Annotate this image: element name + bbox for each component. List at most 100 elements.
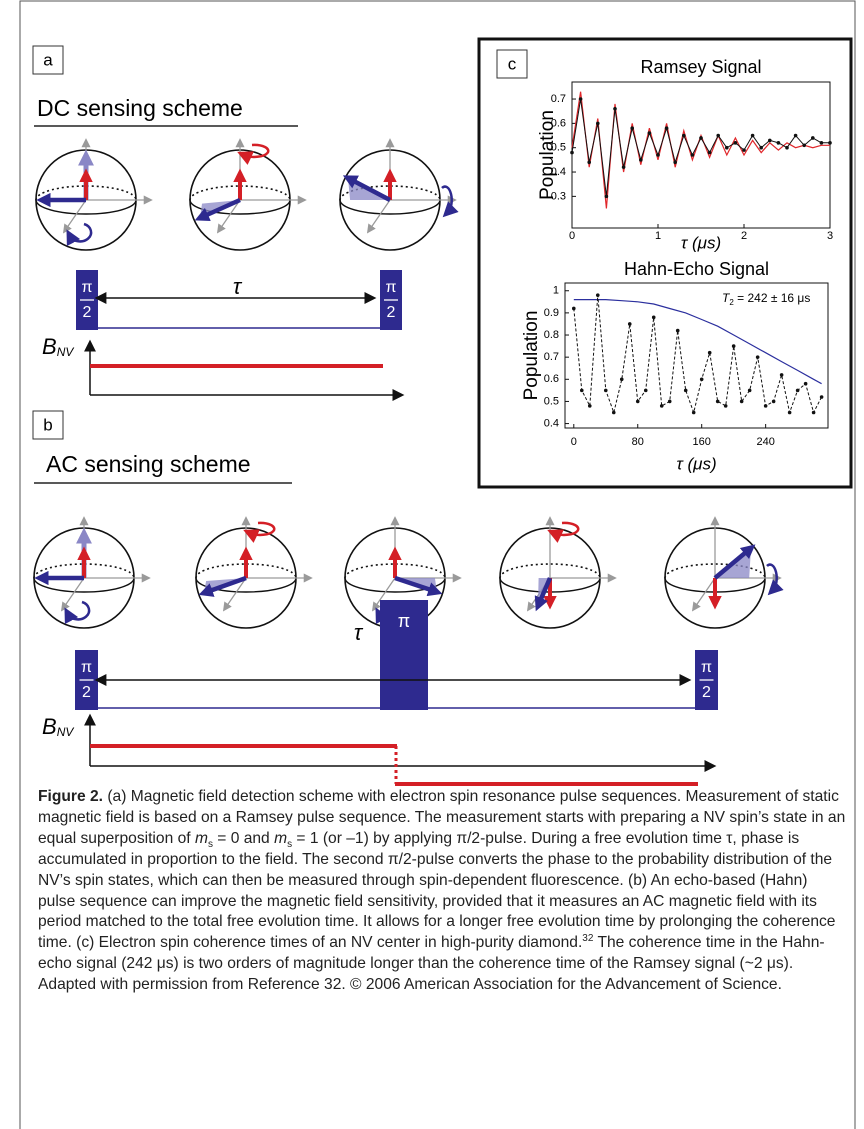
bloch-sphere xyxy=(499,516,617,629)
data-point xyxy=(621,165,626,169)
figure-frame xyxy=(19,0,856,1129)
rotation xyxy=(66,222,93,247)
interval-label: τ xyxy=(354,620,364,645)
data-point xyxy=(571,306,576,311)
data-point xyxy=(742,148,746,152)
bloch-sphere xyxy=(189,138,307,251)
panel-label: c xyxy=(508,54,517,73)
equator-front xyxy=(339,199,441,215)
axis xyxy=(222,577,247,612)
rotation xyxy=(766,563,784,596)
data-point xyxy=(603,388,608,393)
data-point xyxy=(651,315,656,320)
y-tick-label: 0.3 xyxy=(551,190,566,202)
field-symbol: B xyxy=(42,334,57,359)
axis xyxy=(691,577,716,612)
caption-subscript: s xyxy=(207,838,213,850)
equator-back xyxy=(499,563,601,579)
figure-caption: Figure 2. (a) Magnetic field detection s… xyxy=(38,787,846,996)
y-tick-label: 1 xyxy=(553,285,559,297)
bloch-sphere xyxy=(339,138,459,251)
data-point xyxy=(733,141,738,145)
x-tick-label: 0 xyxy=(569,230,575,242)
y-tick-label: 0.6 xyxy=(551,117,566,129)
data-point xyxy=(819,395,824,399)
panel-label: b xyxy=(43,415,52,434)
caption-reference: 32 xyxy=(582,933,594,945)
data-point xyxy=(675,328,680,333)
equator-front xyxy=(189,199,291,215)
data-point xyxy=(604,194,609,199)
data-point xyxy=(707,350,712,355)
pulse-label: 2 xyxy=(83,304,92,321)
y-tick-label: 0.5 xyxy=(544,395,559,407)
caption-symbol: m xyxy=(274,829,288,847)
data-point xyxy=(785,145,789,150)
data-point xyxy=(627,322,632,326)
caption-text: The coherence time in the Hahn-echo sign… xyxy=(38,934,825,994)
panel-label-box xyxy=(496,49,528,79)
pulse-label: 2 xyxy=(702,684,711,701)
bloch-sphere xyxy=(195,516,313,629)
data-point xyxy=(587,404,592,408)
data-point xyxy=(635,399,640,404)
data-point xyxy=(656,153,660,157)
equator-back xyxy=(195,563,297,579)
data-point xyxy=(731,344,736,348)
data-point xyxy=(771,399,776,404)
data-point xyxy=(768,138,772,143)
y-tick-label: 0.4 xyxy=(544,417,559,429)
bloch-sphere xyxy=(33,516,151,629)
equator-back xyxy=(664,563,766,579)
caption-subscript: s xyxy=(287,838,293,850)
interval-label: τ xyxy=(233,274,243,299)
y-tick-label: 0.7 xyxy=(544,351,559,363)
data-point xyxy=(619,377,624,382)
y-tick-label: 0.6 xyxy=(544,373,559,385)
data-point xyxy=(755,355,760,359)
data-point xyxy=(613,106,617,111)
data-point xyxy=(570,150,574,155)
annotation-symbol: T xyxy=(722,291,731,305)
panel-label: a xyxy=(43,50,53,69)
data-point xyxy=(690,153,695,157)
caption-symbol: m xyxy=(194,829,208,847)
bloch-sphere xyxy=(664,516,784,629)
data-point xyxy=(578,97,583,101)
data-point xyxy=(664,126,669,131)
equator-back xyxy=(339,185,441,201)
data-point xyxy=(707,150,712,155)
spin-arrow xyxy=(194,197,241,222)
data-point xyxy=(779,373,784,377)
data-point xyxy=(630,126,634,131)
axis xyxy=(216,199,241,234)
y-tick-label: 0.5 xyxy=(551,142,566,154)
pulse-label: π xyxy=(81,279,92,296)
data-point xyxy=(673,160,677,165)
data-point xyxy=(795,388,800,393)
data-point xyxy=(828,141,832,145)
data-point xyxy=(596,121,600,126)
x-tick-label: 1 xyxy=(655,230,661,242)
y-axis-label: Population xyxy=(537,110,558,200)
axis xyxy=(366,199,391,234)
rotation xyxy=(64,600,91,625)
y-tick-label: 0.9 xyxy=(544,307,559,319)
x-tick-label: 0 xyxy=(571,436,577,448)
data-point xyxy=(667,399,672,404)
spin-arrow xyxy=(534,577,553,612)
data-point xyxy=(716,133,720,138)
data-point xyxy=(793,133,798,138)
field-subscript: NV xyxy=(57,345,75,359)
pulse-label: π xyxy=(385,279,396,296)
data-point xyxy=(659,404,664,408)
y-tick-label: 0.7 xyxy=(551,93,566,105)
data-point xyxy=(811,410,816,415)
pulse xyxy=(380,600,428,710)
pulse-label: π xyxy=(81,659,92,676)
x-tick-label: 240 xyxy=(756,436,774,448)
caption-text: (a) Magnetic field detection scheme with… xyxy=(38,788,846,847)
panel-label-box xyxy=(32,45,64,75)
